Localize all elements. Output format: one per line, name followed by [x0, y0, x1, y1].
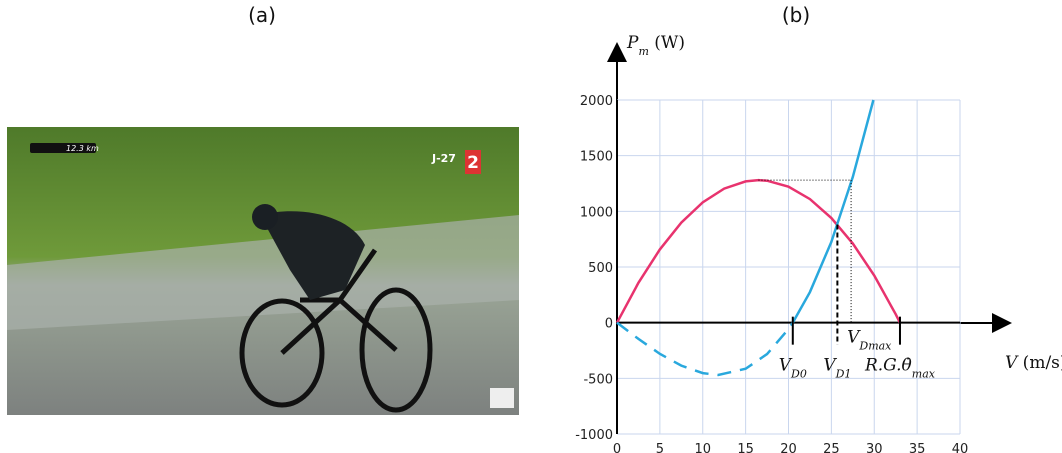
annotation-part: max	[912, 367, 936, 380]
panel-label: (a)	[248, 3, 276, 27]
logo	[490, 388, 514, 408]
y-axis-label-part: (W)	[649, 33, 685, 53]
series-line	[791, 99, 875, 324]
rider	[260, 211, 365, 300]
wheel	[359, 287, 433, 413]
photo: 12.3 km J-27 2	[7, 127, 519, 415]
y-axis-label-part: P	[626, 33, 639, 53]
x-tick-label: 30	[866, 442, 883, 453]
y-axis-label: Pm (W)	[626, 33, 685, 58]
wheel	[239, 298, 325, 408]
annotation-part: R.G.θ̇	[864, 356, 912, 376]
y-tick-label: 500	[588, 261, 613, 276]
x-tick-label: 15	[737, 442, 754, 453]
y-tick-label: 1500	[580, 150, 613, 165]
x-axis-label-part: V	[1005, 353, 1019, 373]
series-line	[616, 321, 794, 377]
annotation: VD0	[779, 356, 807, 381]
y-tick-label: 2000	[580, 94, 613, 109]
series-line	[615, 178, 902, 324]
rider-helmet	[252, 204, 278, 230]
road	[7, 215, 519, 330]
x-tick-label: 5	[656, 442, 664, 453]
annotation-part: Dmax	[858, 339, 892, 352]
annotation: R.G.θ̇max	[864, 356, 936, 381]
x-tick-label: 10	[694, 442, 711, 453]
annotation-part: D1	[835, 367, 852, 380]
overlay-bar	[30, 143, 96, 153]
bike-frame	[280, 248, 398, 355]
annotation-part: V	[779, 356, 793, 376]
annotation: VD1	[823, 356, 851, 381]
x-tick-label: 35	[909, 442, 926, 453]
x-tick-label: 20	[780, 442, 797, 453]
chart	[607, 42, 1012, 333]
x-axis-label-part: (m/s)	[1017, 353, 1062, 373]
x-tick-label: 25	[823, 442, 840, 453]
y-tick-label: 0	[605, 317, 613, 332]
y-tick-label: -1000	[575, 428, 613, 443]
y-tick-label: 1000	[580, 205, 613, 220]
annotation-part: D0	[790, 367, 807, 380]
annotation: VDmax	[847, 328, 892, 353]
x-tick-label: 0	[613, 442, 621, 453]
y-axis-label-part: m	[638, 45, 648, 58]
panel-label: (b)	[782, 3, 810, 27]
y-tick-label: -500	[583, 372, 613, 387]
overlay-channel: 2	[467, 153, 479, 173]
overlay-distance: 12.3 km	[66, 144, 99, 153]
annotation-part: V	[823, 356, 837, 376]
x-tick-label: 40	[952, 442, 969, 453]
annotation-part: V	[847, 328, 861, 348]
channel-logo	[465, 150, 481, 174]
overlay-countdown: J-27	[431, 152, 456, 165]
x-axis-label: V (m/s)	[1005, 353, 1062, 373]
